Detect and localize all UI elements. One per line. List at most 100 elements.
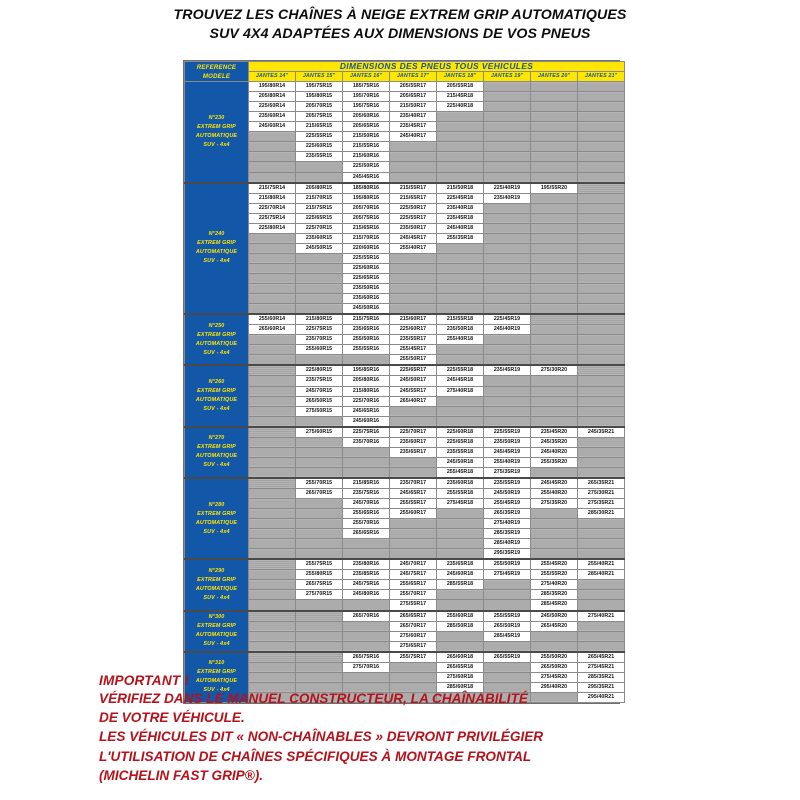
tyre-size-cell: 285/30R21 <box>576 508 626 520</box>
tyre-size-cell: 225/70R15 <box>295 222 343 234</box>
tyre-size-cell: 265/55R19 <box>483 650 531 663</box>
tyre-size-cell: 225/80R15 <box>295 364 343 377</box>
empty-cell <box>576 466 626 479</box>
model-reference-line: SUV - 4x4 <box>203 349 230 356</box>
page-title-line-1: TROUVEZ LES CHAÎNES À NEIGE EXTREM GRIP … <box>173 7 627 23</box>
empty-cell <box>576 151 626 163</box>
empty-cell <box>483 579 531 591</box>
empty-cell <box>483 262 531 274</box>
tyre-size-cell: 255/60R18 <box>436 609 484 622</box>
tyre-size-cell: 275/45R18 <box>436 498 484 510</box>
tyre-size-cell: 245/70R17 <box>389 558 437 571</box>
empty-cell <box>483 661 531 673</box>
empty-cell <box>295 609 343 622</box>
tyre-size-cell: 265/65R16 <box>342 528 390 540</box>
empty-cell <box>295 466 343 479</box>
tyre-size-cell: 205/80R14 <box>248 91 296 103</box>
empty-cell <box>436 508 484 520</box>
empty-cell <box>436 548 484 560</box>
empty-cell <box>248 456 296 468</box>
empty-cell <box>436 354 484 366</box>
tyre-size-cell: 285/35R21 <box>576 671 626 683</box>
tyre-size-cell: 265/35R21 <box>576 476 626 489</box>
tyre-size-cell: 225/50R17 <box>389 202 437 214</box>
empty-cell <box>342 446 390 458</box>
empty-cell <box>436 272 484 285</box>
empty-cell <box>389 293 437 305</box>
tyre-size-cell: 235/65R18 <box>436 558 484 571</box>
model-reference-line: SUV - 4x4 <box>203 641 230 648</box>
empty-cell <box>248 385 296 397</box>
empty-cell <box>389 518 437 530</box>
empty-cell <box>248 518 296 530</box>
tyre-size-cell: 225/55R19 <box>483 425 531 438</box>
empty-cell <box>576 81 626 93</box>
empty-cell <box>248 141 296 153</box>
tyre-size-cell: 195/80R16 <box>342 192 390 204</box>
table-body: N°230 EXTREM GRIP AUTOMATIQUE SUV - 4x4 195/… <box>184 81 626 703</box>
tyre-size-cell: 245/50R18 <box>436 456 484 468</box>
table-row: 225/75R14 225/65R15 205/75R16 225/55R17 235/… <box>185 212 626 224</box>
model-reference-line: AUTOMATIQUE <box>195 519 238 526</box>
empty-cell <box>436 131 484 143</box>
empty-cell <box>436 344 484 356</box>
empty-cell <box>576 599 626 612</box>
empty-cell <box>436 630 484 642</box>
important-notice: IMPORTANT ! VÉRIFIEZ DANS LE MANUEL CONS… <box>99 672 739 785</box>
model-reference-line: N°270 <box>208 435 225 442</box>
empty-cell <box>436 171 484 184</box>
empty-cell <box>248 354 296 366</box>
tyre-size-cell: 245/75R16 <box>342 579 390 591</box>
tyre-size-cell: 235/85R16 <box>342 569 390 581</box>
table-row: 245/70R15 215/80R16 245/55R17 275/40R18 <box>185 385 626 397</box>
empty-cell <box>530 91 578 103</box>
tyre-size-cell: 265/60R14 <box>248 324 296 336</box>
empty-cell <box>295 640 343 653</box>
tyre-size-cell: 275/40R19 <box>483 518 531 530</box>
model-reference-cell: N°240 EXTREM GRIP AUTOMATIQUE SUV - 4x4 <box>184 181 249 315</box>
tyre-size-cell: 275/65R17 <box>389 640 437 653</box>
empty-cell <box>483 283 531 295</box>
tyre-size-cell: 205/65R16 <box>342 121 390 133</box>
model-reference-cell: N°270 EXTREM GRIP AUTOMATIQUE SUV - 4x4 <box>184 425 249 479</box>
tyre-size-cell: 285/45R20 <box>530 599 578 612</box>
model-reference-line: SUV - 4x4 <box>203 258 230 265</box>
empty-cell <box>530 192 578 204</box>
empty-cell <box>248 415 296 428</box>
empty-cell <box>483 212 531 224</box>
empty-cell <box>530 262 578 274</box>
tyre-size-cell: 255/80R15 <box>295 569 343 581</box>
table-row: 265/70R17 285/50R18 265/50R19 265/45R20 <box>185 620 626 632</box>
model-reference-line: N°260 <box>208 378 225 385</box>
empty-cell <box>530 141 578 153</box>
tyre-size-cell: 225/60R17 <box>389 324 437 336</box>
tyre-size-cell: 265/40R17 <box>389 395 437 407</box>
empty-cell <box>248 252 296 264</box>
tyre-size-cell: 215/55R17 <box>389 181 437 194</box>
empty-cell <box>530 252 578 264</box>
page-title-line-2: SUV 4X4 ADAPTÉES AUX DIMENSIONS DE VOS P… <box>209 26 591 42</box>
notice-line-1: VÉRIFIEZ DANS LE MANUEL CONSTRUCTEUR, LA… <box>99 691 528 706</box>
empty-cell <box>295 528 343 540</box>
empty-cell <box>248 242 296 254</box>
empty-cell <box>483 395 531 407</box>
tyre-size-cell: 215/85R16 <box>342 476 390 489</box>
tyre-size-cell: 235/50R18 <box>436 324 484 336</box>
empty-cell <box>530 151 578 163</box>
model-reference-cell: N°300 EXTREM GRIP AUTOMATIQUE SUV - 4x4 <box>184 609 249 653</box>
empty-cell <box>248 630 296 642</box>
empty-cell <box>295 415 343 428</box>
tyre-size-cell: 235/45R17 <box>389 121 437 133</box>
tyre-size-cell: 255/65R16 <box>342 508 390 520</box>
empty-cell <box>576 456 626 468</box>
empty-cell <box>483 131 531 143</box>
tyre-size-cell: 245/35R21 <box>576 425 626 438</box>
empty-cell <box>342 466 390 479</box>
empty-cell <box>295 620 343 632</box>
tyre-size-cell: 245/55R17 <box>389 385 437 397</box>
empty-cell <box>295 354 343 366</box>
table-row: N°240 EXTREM GRIP AUTOMATIQUE SUV - 4x4 215/… <box>184 181 626 315</box>
empty-cell <box>389 466 437 479</box>
tyre-size-cell: 235/40R19 <box>483 192 531 204</box>
empty-cell <box>248 476 296 489</box>
